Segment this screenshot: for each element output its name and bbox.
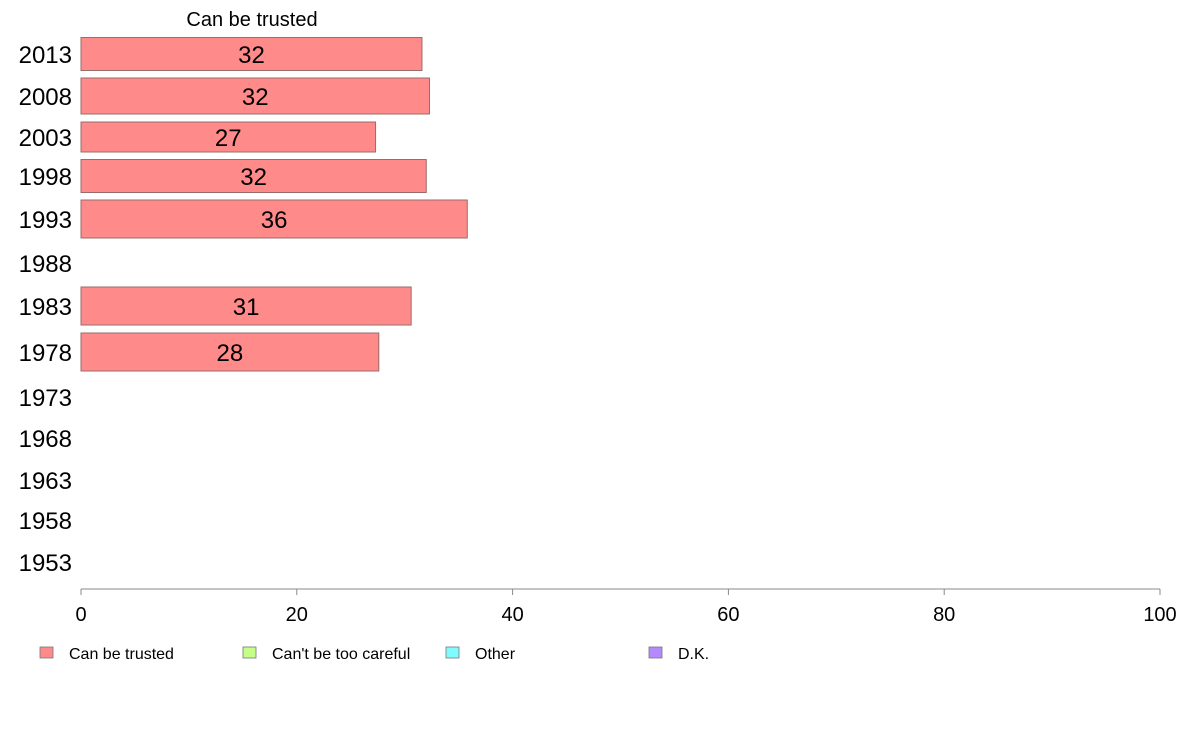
bar xyxy=(80,37,423,71)
bar-value-label: 31 xyxy=(233,294,260,321)
legend: Can be trusted Can't be too careful Other D… xyxy=(39,646,709,663)
legend-swatch xyxy=(242,646,257,659)
y-tick-label: 2013 xyxy=(19,42,72,69)
y-tick-label: 1998 xyxy=(19,164,72,191)
y-tick-label: 2003 xyxy=(19,125,72,152)
y-axis-labels: 2013 2008 2003 1998 1993 1988 1983 1978 1973 1968… xyxy=(19,42,72,577)
bar-value-label: 32 xyxy=(240,164,267,191)
legend-label: D.K. xyxy=(678,646,709,663)
x-tick-label: 20 xyxy=(286,604,308,626)
bar-value-label: 32 xyxy=(238,42,265,69)
x-tick-label: 80 xyxy=(933,604,955,626)
legend-swatch xyxy=(445,646,460,659)
x-axis: 0 20 40 60 80 100 xyxy=(75,588,1177,626)
legend-label: Other xyxy=(475,646,516,663)
y-tick-label: 1993 xyxy=(19,207,72,234)
legend-label: Can't be too careful xyxy=(272,646,410,663)
y-tick-label: 1973 xyxy=(19,385,72,412)
legend-swatch xyxy=(39,646,54,659)
bar xyxy=(80,77,431,115)
y-tick-label: 1958 xyxy=(19,508,72,535)
y-tick-label: 1988 xyxy=(19,251,72,278)
bar-value-label: 36 xyxy=(261,207,288,234)
bar xyxy=(80,286,412,326)
y-tick-label: 2008 xyxy=(19,84,72,111)
x-tick-label: 100 xyxy=(1143,604,1176,626)
bar xyxy=(80,199,468,239)
bar xyxy=(80,121,377,153)
x-tick-label: 40 xyxy=(501,604,523,626)
bar xyxy=(80,332,380,372)
y-tick-label: 1953 xyxy=(19,550,72,577)
legend-label: Can be trusted xyxy=(69,646,174,663)
bar xyxy=(80,159,427,193)
x-tick-label: 0 xyxy=(75,604,86,626)
bar-value-label: 28 xyxy=(217,340,244,367)
x-tick-label: 60 xyxy=(717,604,739,626)
y-tick-label: 1983 xyxy=(19,294,72,321)
y-tick-label: 1978 xyxy=(19,340,72,367)
y-tick-label: 1968 xyxy=(19,426,72,453)
y-tick-label: 1963 xyxy=(19,468,72,495)
bar-value-label: 27 xyxy=(215,125,242,152)
bar-value-label: 32 xyxy=(242,84,269,111)
legend-swatch xyxy=(648,646,663,659)
chart-title: Can be trusted xyxy=(186,9,317,31)
